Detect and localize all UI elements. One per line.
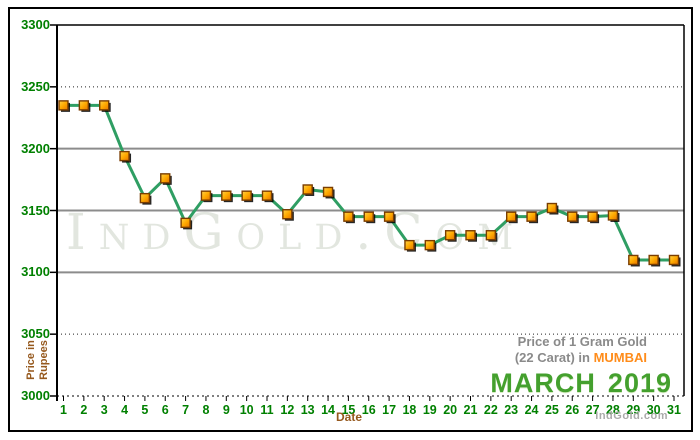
- data-point-day-19: [424, 239, 435, 251]
- data-point-day-14: [322, 186, 334, 198]
- x-tick-label-3: 3: [100, 403, 108, 417]
- x-tick-label-25: 25: [544, 403, 559, 417]
- x-tick-label-27: 27: [585, 403, 600, 417]
- x-tick-label-2: 2: [80, 403, 88, 417]
- data-point-day-13: [302, 184, 313, 195]
- x-tick-label-18: 18: [402, 403, 417, 417]
- x-tick-label-15: 15: [341, 403, 356, 417]
- data-point-day-11: [261, 190, 273, 201]
- x-tick-label-22: 22: [483, 403, 498, 417]
- caption-line2: (22 Carat) in MUMBAI: [490, 350, 647, 366]
- data-point-day-26: [567, 211, 578, 222]
- x-tick-label-30: 30: [646, 403, 661, 417]
- x-tick-label-21: 21: [463, 403, 478, 417]
- y-tick-label-3150: 3150: [21, 202, 50, 218]
- x-tick-label-1: 1: [60, 403, 67, 417]
- x-tick-label-11: 11: [260, 403, 274, 417]
- x-tick-label-23: 23: [504, 403, 519, 417]
- x-tick-label-31: 31: [667, 403, 681, 417]
- x-tick-label-19: 19: [422, 403, 437, 417]
- caption-month: MARCH: [490, 368, 596, 398]
- x-tick-label-14: 14: [321, 403, 335, 417]
- x-tick-label-12: 12: [280, 403, 295, 417]
- chart-outer-border: [8, 7, 693, 432]
- data-point-day-21: [465, 230, 476, 241]
- data-point-day-4: [119, 150, 130, 162]
- data-point-day-5: [139, 192, 151, 204]
- x-axis-title: Date: [336, 410, 363, 424]
- branding-watermark-small: IndGold.com: [595, 410, 668, 422]
- caption-month-year: MARCH 2019: [490, 369, 672, 397]
- x-tick-label-26: 26: [565, 403, 580, 417]
- data-point-day-17: [383, 211, 395, 222]
- x-tick-label-5: 5: [141, 403, 149, 417]
- data-point-day-28: [607, 210, 619, 221]
- data-point-day-6: [160, 173, 171, 184]
- data-point-day-22: [485, 230, 497, 241]
- x-tick-label-29: 29: [626, 403, 641, 417]
- data-point-day-18: [404, 239, 415, 251]
- data-point-day-23: [506, 211, 517, 222]
- y-axis-title: Price in Rupees: [25, 325, 53, 395]
- y-tick-label-3000: 3000: [21, 388, 50, 403]
- y-tick-label-3300: 3300: [21, 17, 50, 32]
- data-point-day-24: [526, 211, 537, 222]
- y-tick-label-3050: 3050: [21, 326, 50, 342]
- data-point-day-2: [78, 100, 90, 111]
- data-point-day-20: [444, 230, 456, 241]
- data-point-day-9: [221, 190, 232, 201]
- caption-year: 2019: [607, 368, 672, 398]
- x-tick-label-24: 24: [524, 403, 539, 417]
- data-point-day-15: [343, 211, 354, 222]
- y-tick-label-3100: 3100: [21, 264, 50, 280]
- x-tick-label-7: 7: [182, 403, 190, 417]
- data-point-day-16: [363, 211, 374, 222]
- x-tick-label-8: 8: [202, 403, 210, 417]
- data-point-day-7: [180, 217, 191, 229]
- chart-caption: Price of 1 Gram Gold (22 Carat) in MUMBA…: [490, 334, 672, 397]
- x-tick-label-16: 16: [361, 403, 376, 417]
- x-tick-label-28: 28: [605, 403, 620, 417]
- x-tick-label-4: 4: [121, 403, 129, 417]
- data-point-day-3: [98, 100, 110, 111]
- x-tick-label-6: 6: [161, 403, 169, 417]
- x-tick-label-20: 20: [443, 403, 458, 417]
- y-tick-label-3200: 3200: [21, 140, 50, 156]
- y-axis-title-line2: Rupees: [38, 340, 50, 380]
- data-point-day-29: [628, 254, 639, 266]
- data-point-day-1: [58, 100, 69, 111]
- x-tick-label-10: 10: [239, 403, 254, 417]
- data-point-day-30: [648, 254, 659, 266]
- data-point-day-25: [546, 202, 558, 214]
- data-point-day-12: [282, 209, 293, 220]
- x-tick-label-13: 13: [300, 403, 315, 417]
- data-point-day-8: [200, 190, 212, 201]
- x-tick-label-17: 17: [382, 403, 397, 417]
- data-point-day-31: [668, 254, 680, 266]
- caption-line2-prefix: (22 Carat) in: [514, 350, 594, 365]
- data-point-day-10: [241, 190, 252, 201]
- x-tick-label-9: 9: [222, 403, 230, 417]
- y-tick-label-3250: 3250: [21, 78, 50, 94]
- data-point-day-27: [587, 211, 598, 222]
- caption-city: MUMBAI: [593, 350, 647, 365]
- y-axis-title-line1: Price in: [25, 340, 37, 380]
- price-line: [62, 103, 676, 262]
- caption-line1: Price of 1 Gram Gold: [517, 334, 647, 349]
